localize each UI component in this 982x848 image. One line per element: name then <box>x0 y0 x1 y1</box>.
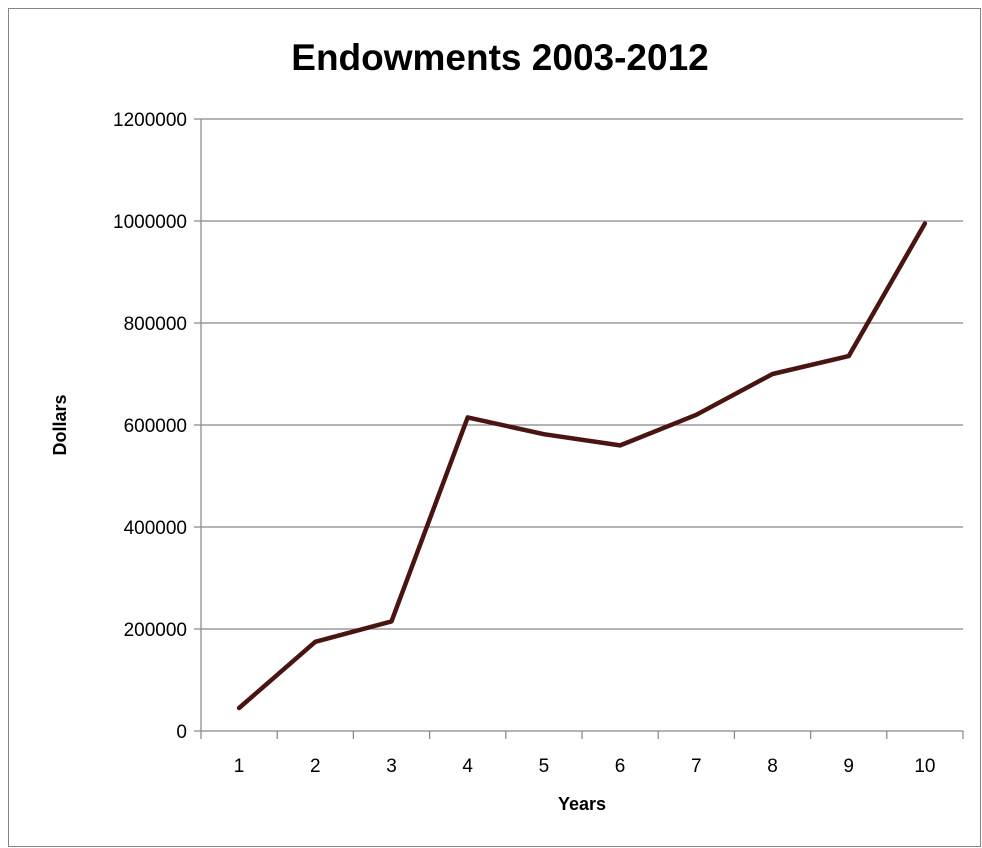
x-tick-label: 5 <box>539 756 550 777</box>
x-tick-label: 2 <box>310 756 321 777</box>
series-line <box>236 221 928 711</box>
x-tick-label: 10 <box>914 756 935 777</box>
y-tick-label: 400000 <box>124 518 187 539</box>
y-tick-label: 200000 <box>124 620 187 641</box>
x-tick-label: 3 <box>386 756 397 777</box>
y-axis-ticks: 0 200000 400000 600000 800000 1000000 1200000 <box>113 110 201 743</box>
y-tick-label: 600000 <box>124 416 187 437</box>
chart-title: Endowments 2003-2012 <box>291 37 708 78</box>
y-tick-label: 0 <box>176 722 187 743</box>
x-axis-ticks: 1 2 3 4 5 6 7 8 9 10 <box>200 731 964 777</box>
series-group <box>236 221 928 711</box>
chart-frame <box>8 8 981 847</box>
y-tick-label: 1200000 <box>113 110 187 131</box>
y-axis-label: Dollars <box>50 394 70 455</box>
y-tick-label: 1000000 <box>113 212 187 233</box>
x-tick-label: 7 <box>691 756 702 777</box>
x-tick-label: 9 <box>843 756 854 777</box>
gridlines <box>201 118 963 630</box>
x-tick-label: 8 <box>767 756 778 777</box>
y-tick-label: 800000 <box>124 314 187 335</box>
x-tick-label: 1 <box>234 756 245 777</box>
x-tick-label: 6 <box>615 756 626 777</box>
x-tick-label: 4 <box>462 756 473 777</box>
x-axis-label: Years <box>558 794 606 814</box>
